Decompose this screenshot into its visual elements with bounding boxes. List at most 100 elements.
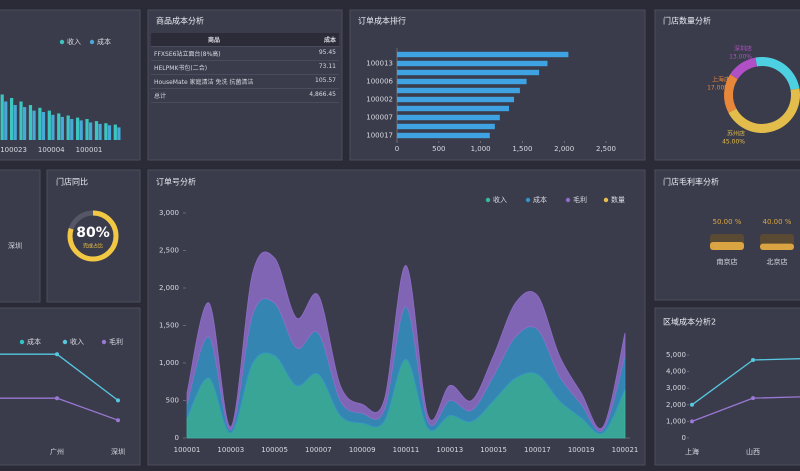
y-tick-label: 5,000 (666, 351, 686, 359)
point (55, 352, 59, 357)
point (690, 402, 694, 407)
y-tick-label: 100006 (366, 78, 393, 86)
pie-slice (724, 74, 738, 113)
cell: FFXSE6站立面台(8%高) (154, 51, 221, 58)
value-label: 50.00 % (713, 218, 742, 226)
bar (41, 112, 46, 140)
legend-marker (565, 197, 571, 203)
x-tick-label: 2,500 (596, 145, 616, 153)
legend-label: 毛利 (109, 337, 123, 346)
bar (397, 87, 520, 94)
slice-value: 13.00% (729, 54, 752, 61)
legend-marker (62, 339, 68, 345)
y-tick-label: 2,500 (159, 247, 179, 255)
gauge-arc (67, 210, 119, 262)
bar (38, 107, 42, 140)
bar (113, 124, 117, 140)
point (55, 396, 59, 401)
x-tick-label: 广州 (50, 447, 64, 456)
legend-label: 收入 (67, 37, 81, 46)
cell: HouseMate 家庭清洁 免洗 抗菌清洁 (154, 79, 254, 86)
pictorial-bar (710, 242, 744, 250)
x-tick-label: 上海 (685, 447, 699, 456)
header-cell: 成本 (323, 37, 336, 44)
cell: HELPMK书包(二合) (154, 65, 208, 72)
legend-label: 毛利 (573, 195, 587, 204)
legend-marker (525, 197, 531, 203)
legend-label: 收入 (70, 337, 84, 346)
panel-title: 订单号分析 (156, 177, 196, 187)
x-tick-label: 山西 (746, 447, 760, 456)
pie-slice (755, 56, 800, 90)
panel-title: 商品成本分析 (156, 16, 204, 26)
x-tick-label: 100019 (568, 446, 595, 454)
gauge-subtitle: 完成占比 (83, 243, 103, 250)
side-label: 深圳 (8, 241, 22, 250)
bar (107, 125, 112, 140)
y-tick-label: 100007 (366, 114, 393, 122)
bar (66, 115, 70, 140)
bar (397, 123, 495, 130)
cost-table: 商品 成本 FFXSE6站立面台(8%高) 95.45 HELPMK书包(二合) 73… (151, 33, 339, 103)
bar (397, 132, 490, 139)
y-tick-label: 2,000 (159, 284, 179, 292)
bar (32, 110, 36, 140)
area-band (186, 251, 626, 432)
bar (94, 121, 99, 140)
legend-marker (603, 197, 609, 203)
x-tick-label: 100001 (174, 446, 201, 454)
table-row: 总计 4,866.45 (151, 89, 339, 103)
bar (397, 96, 515, 103)
y-tick-label: 0 (682, 434, 686, 442)
legend-marker (485, 197, 491, 203)
pictorial-bar (760, 243, 794, 250)
x-tick-label: 100001 (76, 146, 103, 154)
y-tick-label: 1,000 (159, 359, 179, 367)
gauge-value: 80% (76, 225, 110, 241)
cell: 105.57 (315, 77, 336, 84)
x-tick-label: 100004 (38, 146, 65, 154)
bar (47, 110, 51, 140)
slice-label: 上海店 (712, 76, 730, 84)
legend-marker (59, 39, 65, 45)
bar (4, 101, 8, 140)
panel-title: 门店数量分析 (663, 16, 711, 26)
x-tick-label: 100013 (436, 446, 463, 454)
y-tick-label: 100002 (366, 96, 393, 104)
panel-title: 订单成本排行 (358, 16, 406, 26)
bar (79, 120, 83, 140)
bar (397, 78, 527, 85)
bar (9, 98, 14, 140)
legend-label: 成本 (27, 337, 41, 346)
bar (98, 123, 102, 140)
x-tick-label: 100011 (393, 446, 420, 454)
x-tick-label: 深圳 (111, 447, 125, 456)
bar (397, 51, 569, 58)
bar (397, 114, 500, 121)
x-tick-label: 0 (395, 145, 399, 153)
point (116, 398, 120, 403)
panel-title: 门店毛利率分析 (663, 177, 719, 187)
bar (13, 105, 17, 140)
pie-slice (730, 57, 757, 80)
bar (70, 119, 74, 140)
panel-title: 门店同比 (56, 177, 88, 187)
slice-label: 深圳店 (734, 45, 752, 53)
bar (75, 117, 80, 140)
y-tick-label: 1,000 (666, 417, 686, 425)
x-tick-label: 100023 (0, 146, 27, 154)
point (116, 418, 120, 423)
y-tick-label: 100017 (366, 132, 393, 140)
y-tick-label: 4,000 (666, 368, 686, 376)
bar (19, 101, 23, 140)
cell: 总计 (154, 93, 167, 100)
legend-marker (89, 39, 95, 45)
table-header: 商品 成本 (151, 33, 339, 47)
point (751, 396, 755, 401)
slice-label: 苏州店 (727, 130, 745, 138)
bar (60, 116, 64, 140)
x-tick-label: 1,500 (512, 145, 532, 153)
panel-title: 区域成本分析2 (663, 317, 716, 327)
table-row: HouseMate 家庭清洁 免洗 抗菌清洁 105.57 (151, 75, 339, 89)
